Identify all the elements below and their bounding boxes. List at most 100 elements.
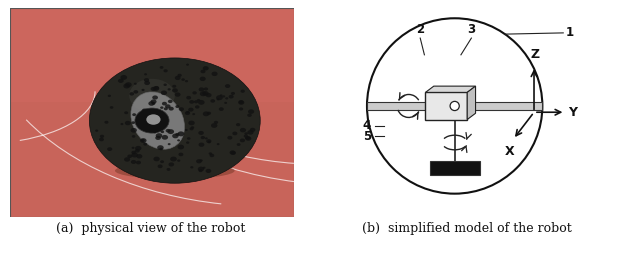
Circle shape: [156, 133, 163, 138]
Circle shape: [175, 92, 180, 97]
Circle shape: [154, 157, 160, 161]
Circle shape: [160, 160, 164, 163]
Circle shape: [161, 130, 164, 133]
Circle shape: [216, 98, 220, 100]
Circle shape: [220, 94, 223, 97]
Circle shape: [237, 143, 241, 146]
Circle shape: [198, 131, 204, 135]
Circle shape: [156, 136, 161, 140]
Circle shape: [154, 86, 159, 90]
Circle shape: [152, 96, 158, 100]
Circle shape: [141, 139, 145, 142]
Circle shape: [100, 135, 104, 138]
Circle shape: [168, 143, 171, 145]
Circle shape: [138, 124, 144, 128]
Circle shape: [129, 79, 175, 112]
Circle shape: [165, 104, 171, 108]
Text: 1: 1: [565, 26, 573, 39]
Text: 3: 3: [467, 23, 476, 36]
Circle shape: [136, 121, 143, 126]
Circle shape: [162, 135, 168, 140]
Circle shape: [198, 143, 204, 147]
Circle shape: [232, 132, 237, 135]
Circle shape: [168, 129, 174, 134]
Circle shape: [131, 128, 137, 133]
Circle shape: [194, 100, 198, 103]
Circle shape: [203, 111, 209, 116]
Circle shape: [157, 164, 163, 168]
Circle shape: [143, 123, 147, 126]
Circle shape: [236, 123, 240, 126]
Circle shape: [186, 141, 189, 144]
Circle shape: [132, 113, 136, 116]
Circle shape: [205, 137, 208, 139]
Circle shape: [205, 169, 211, 173]
Circle shape: [125, 121, 131, 125]
Circle shape: [154, 131, 157, 133]
Circle shape: [172, 88, 178, 93]
Circle shape: [186, 96, 191, 99]
Circle shape: [179, 107, 184, 111]
Circle shape: [144, 78, 149, 82]
Circle shape: [118, 79, 124, 83]
Circle shape: [143, 143, 147, 146]
Circle shape: [247, 130, 253, 135]
Circle shape: [162, 102, 167, 105]
Circle shape: [177, 145, 184, 150]
Ellipse shape: [131, 92, 184, 149]
Polygon shape: [426, 86, 476, 92]
Circle shape: [209, 152, 212, 155]
Circle shape: [124, 157, 130, 162]
Circle shape: [198, 87, 204, 91]
Circle shape: [163, 84, 167, 86]
Circle shape: [150, 99, 157, 104]
Circle shape: [248, 109, 254, 114]
Circle shape: [198, 100, 205, 105]
Circle shape: [185, 129, 188, 131]
Circle shape: [203, 66, 209, 70]
Circle shape: [135, 108, 169, 133]
Circle shape: [450, 101, 460, 111]
Circle shape: [90, 58, 260, 183]
Circle shape: [136, 161, 141, 164]
Text: X: X: [505, 145, 515, 158]
Circle shape: [144, 73, 147, 75]
Circle shape: [211, 99, 215, 103]
Circle shape: [125, 82, 132, 87]
Circle shape: [131, 151, 136, 154]
Text: (a)  physical view of the robot: (a) physical view of the robot: [56, 222, 245, 235]
Circle shape: [131, 152, 138, 157]
Circle shape: [153, 86, 159, 91]
Circle shape: [168, 88, 171, 91]
Circle shape: [219, 107, 224, 111]
Circle shape: [172, 134, 179, 138]
Circle shape: [179, 153, 184, 156]
Circle shape: [177, 74, 182, 77]
Circle shape: [177, 139, 180, 141]
Circle shape: [200, 77, 205, 81]
Bar: [367, 102, 542, 110]
Circle shape: [189, 127, 193, 130]
Text: 2: 2: [416, 23, 424, 36]
Circle shape: [222, 95, 225, 98]
FancyBboxPatch shape: [10, 8, 294, 102]
Circle shape: [185, 111, 190, 115]
Text: 4: 4: [363, 119, 371, 132]
Circle shape: [135, 146, 141, 151]
Circle shape: [132, 147, 134, 149]
Circle shape: [186, 64, 189, 66]
Circle shape: [175, 105, 179, 108]
Circle shape: [168, 162, 174, 167]
Circle shape: [153, 130, 157, 132]
Circle shape: [214, 121, 218, 124]
Circle shape: [238, 100, 244, 105]
Circle shape: [159, 148, 163, 150]
Circle shape: [177, 131, 184, 136]
Circle shape: [367, 18, 542, 194]
Circle shape: [134, 83, 137, 85]
Circle shape: [108, 95, 111, 97]
Bar: [426, 92, 467, 120]
Circle shape: [104, 121, 109, 124]
Text: (b)  simplified model of the robot: (b) simplified model of the robot: [362, 222, 572, 235]
Circle shape: [230, 150, 236, 155]
